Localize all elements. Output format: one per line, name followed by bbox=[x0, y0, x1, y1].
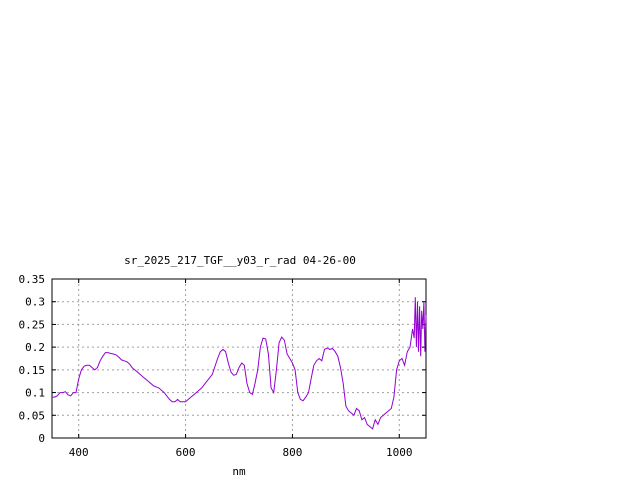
plot-frame bbox=[51, 278, 427, 439]
y-tick-label: 0.35 bbox=[19, 273, 46, 286]
x-axis-label: nm bbox=[232, 465, 246, 478]
grid bbox=[52, 279, 426, 438]
x-tick-label: 400 bbox=[69, 446, 89, 459]
y-tick-label: 0.25 bbox=[19, 318, 46, 331]
x-tick-label: 600 bbox=[176, 446, 196, 459]
axis-ticks: 0 0.05 0.1 0.15 0.2 0.25 0.3 0.35 400 600 800 1000 bbox=[19, 273, 426, 459]
y-tick-label: 0.15 bbox=[19, 364, 46, 377]
y-tick-label: 0.05 bbox=[19, 409, 46, 422]
x-tick-label: 1000 bbox=[386, 446, 413, 459]
chart-title: sr_2025_217_TGF__y03_r_rad 04-26-00 bbox=[124, 254, 356, 267]
x-tick-label: 800 bbox=[282, 446, 302, 459]
y-tick-label: 0.2 bbox=[25, 341, 45, 354]
y-tick-label: 0.1 bbox=[25, 387, 45, 400]
y-tick-label: 0.3 bbox=[25, 296, 45, 309]
spectrum-series-line bbox=[52, 297, 427, 430]
series-layer bbox=[52, 297, 427, 430]
y-tick-label: 0 bbox=[38, 432, 45, 445]
